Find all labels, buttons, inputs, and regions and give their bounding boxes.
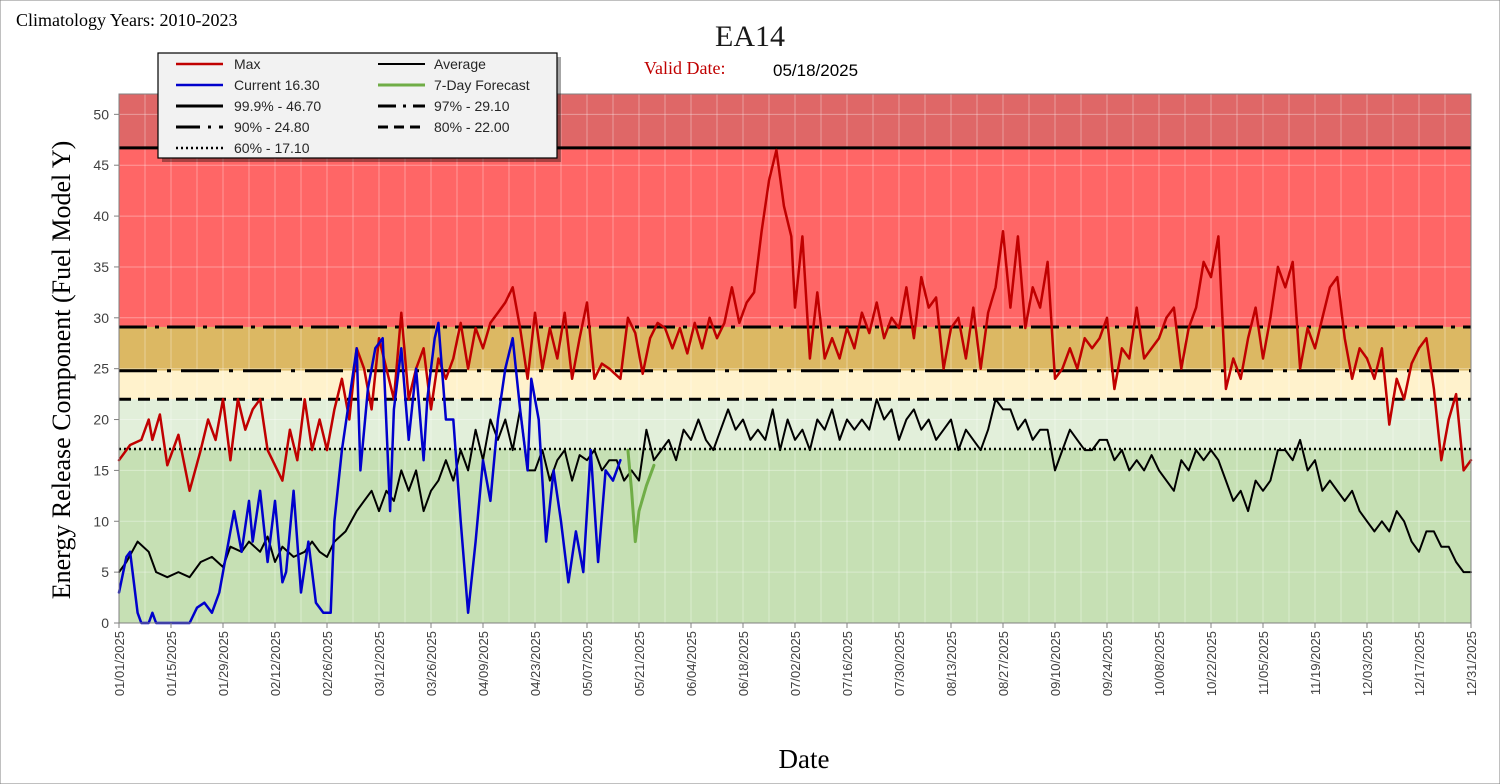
legend-current-label: Current 16.30	[234, 77, 320, 93]
legend-average-label: Average	[434, 56, 486, 72]
legend-p60-label: 60% - 17.10	[234, 140, 310, 156]
x-tick-label: 08/27/2025	[996, 631, 1011, 696]
y-tick-label: 25	[93, 361, 109, 377]
x-tick-label: 04/23/2025	[528, 631, 543, 696]
x-tick-label: 08/13/2025	[944, 631, 959, 696]
y-tick-label: 15	[93, 462, 109, 478]
percentile-bands	[119, 94, 1471, 623]
y-axis: 0 5 10 15 20 25 30 35 40 45 50	[93, 106, 119, 631]
x-tick-label: 07/02/2025	[788, 631, 803, 696]
x-tick-label: 03/12/2025	[372, 631, 387, 696]
x-tick-label: 10/08/2025	[1152, 631, 1167, 696]
y-tick-label: 0	[101, 615, 109, 631]
legend-p97-label: 97% - 29.10	[434, 98, 510, 114]
y-tick-label: 20	[93, 412, 109, 428]
y-axis-label: Energy Release Component (Fuel Model Y)	[47, 141, 76, 600]
x-tick-label: 06/18/2025	[736, 631, 751, 696]
legend-box	[157, 52, 558, 159]
x-tick-label: 05/21/2025	[632, 631, 647, 696]
x-tick-label: 12/31/2025	[1464, 631, 1479, 696]
legend: Max Average Current 16.30 7-Day Forecast…	[157, 52, 561, 162]
x-tick-label: 12/17/2025	[1412, 631, 1427, 696]
series-forecast-line	[626, 448, 656, 544]
x-tick-label: 07/30/2025	[892, 631, 907, 696]
x-tick-label: 02/26/2025	[320, 631, 335, 696]
x-tick-label: 01/29/2025	[216, 631, 231, 696]
x-tick-label: 10/22/2025	[1204, 631, 1219, 696]
x-tick-label: 01/15/2025	[164, 631, 179, 696]
x-tick-label: 01/01/2025	[112, 631, 127, 696]
series-current-line	[117, 321, 622, 625]
x-tick-label: 04/09/2025	[476, 631, 491, 696]
y-tick-label: 35	[93, 259, 109, 275]
legend-p90-label: 90% - 24.80	[234, 119, 310, 135]
legend-p999-label: 99.9% - 46.70	[234, 98, 321, 114]
series-lines	[117, 148, 1473, 625]
grid-lines	[118, 94, 1472, 624]
plot-area	[117, 93, 1473, 625]
legend-p80-label: 80% - 22.00	[434, 119, 510, 135]
legend-max-label: Max	[234, 56, 260, 72]
y-tick-label: 45	[93, 157, 109, 173]
x-tick-label: 03/26/2025	[424, 631, 439, 696]
series-average-line	[118, 398, 1472, 579]
x-tick-label: 11/05/2025	[1256, 631, 1271, 695]
x-tick-label: 02/12/2025	[268, 631, 283, 696]
x-tick-label: 11/19/2025	[1308, 631, 1323, 695]
climatology-years: Climatology Years: 2010-2023	[16, 10, 238, 30]
x-tick-label: 12/03/2025	[1360, 631, 1375, 696]
y-tick-label: 40	[93, 208, 109, 224]
x-tick-label: 07/16/2025	[840, 631, 855, 696]
chart-title: EA14	[715, 20, 785, 53]
x-axis-label: Date	[779, 744, 830, 774]
y-tick-label: 50	[93, 106, 109, 122]
x-axis: 01/01/2025 01/15/2025 01/29/2025 02/12/2025…	[112, 623, 1479, 696]
x-tick-label: 06/04/2025	[684, 631, 699, 696]
valid-date-label: Valid Date:	[644, 58, 725, 78]
valid-date-value: 05/18/2025	[773, 61, 858, 80]
y-tick-label: 10	[93, 513, 109, 529]
x-tick-label: 09/10/2025	[1048, 631, 1063, 696]
y-tick-label: 5	[101, 564, 109, 580]
x-tick-label: 05/07/2025	[580, 631, 595, 696]
band-below-60	[119, 449, 1471, 623]
x-tick-label: 09/24/2025	[1100, 631, 1115, 696]
legend-forecast-label: 7-Day Forecast	[434, 77, 530, 93]
y-tick-label: 30	[93, 310, 109, 326]
